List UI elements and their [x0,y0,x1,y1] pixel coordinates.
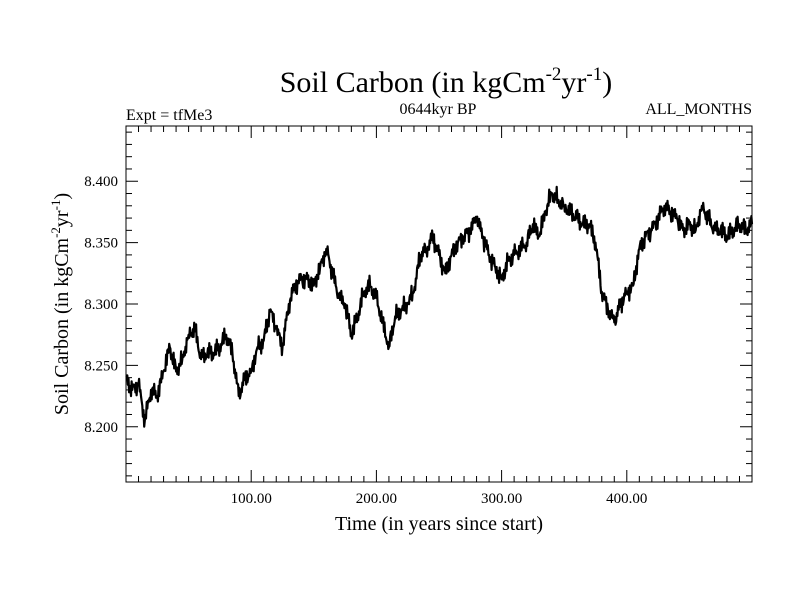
y-tick-label: 8.350 [84,236,118,252]
y-axis: 8.200 8.250 8.300 8.350 8.400 [84,131,752,477]
chart-title: Soil Carbon (in kgCm-2yr-1) [280,64,613,99]
x-axis-label: Time (in years since start) [335,513,543,535]
x-tick-label: 200.00 [356,491,397,507]
x-tick-label: 400.00 [606,491,647,507]
months-label: ALL_MONTHS [645,101,752,118]
soil-carbon-series-line [125,185,754,428]
y-tick-label: 8.400 [84,174,118,190]
y-tick-label: 8.300 [84,297,118,313]
x-tick-label: 100.00 [231,491,272,507]
x-axis: 100.00 200.00 300.00 400.00 [138,126,740,507]
x-tick-label: 300.00 [481,491,522,507]
plot-frame [125,125,753,483]
period-label: 0644kyr BP [400,101,477,118]
y-tick-label: 8.250 [84,358,118,374]
y-tick-label: 8.200 [84,420,118,436]
experiment-label: Expt = tfMe3 [126,107,212,124]
y-axis-label: Soil Carbon (in kgCm-2yr-1) [48,193,73,415]
